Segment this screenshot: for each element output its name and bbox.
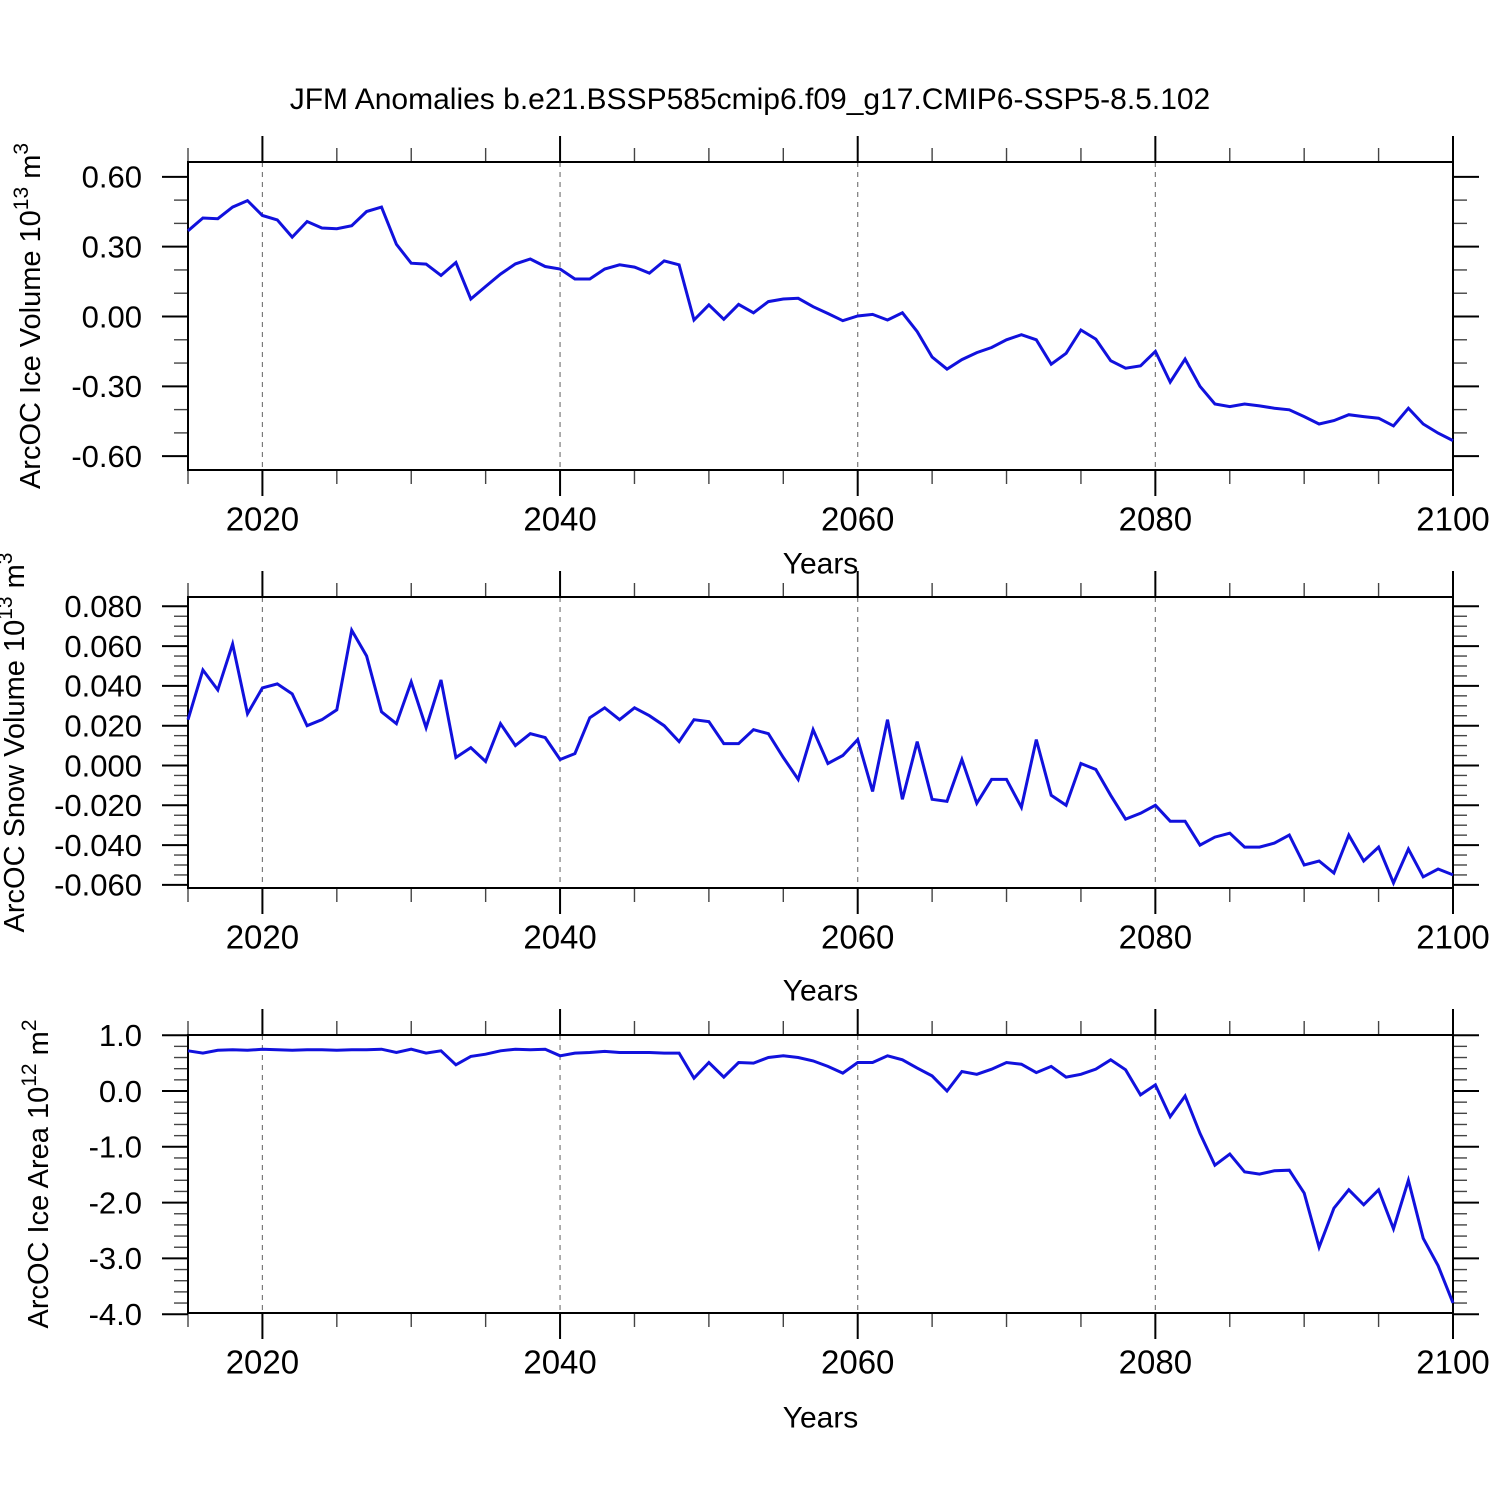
x-tick-label: 2020 <box>226 1344 299 1381</box>
y-tick-label: 0.020 <box>64 709 142 744</box>
plot-box <box>187 1034 1454 1314</box>
x-tick-label: 2060 <box>821 919 894 956</box>
x-tick-label: 2100 <box>1416 1344 1489 1381</box>
panel-arcoc-ice-volume: 0.60 0.30 0.00 -0.30 -0.60 2020 2040 2060 2080 21… <box>10 136 1490 581</box>
x-tick-label: 2080 <box>1119 501 1192 538</box>
x-axis-title: Years <box>783 548 859 581</box>
y-tick-label: -0.30 <box>71 369 142 404</box>
y-tick-label: -3.0 <box>89 1241 142 1276</box>
y-tick-label: 0.080 <box>64 589 142 624</box>
x-tick-label: 2020 <box>226 501 299 538</box>
arcoc-ice-volume-line <box>187 198 1454 442</box>
x-tick-label: 2060 <box>821 1344 894 1381</box>
x-tick-label: 2020 <box>226 919 299 956</box>
y-tick-label: 0.0 <box>99 1074 142 1109</box>
y-tick-label: 0.30 <box>82 230 142 265</box>
panel-arcoc-snow-volume: 0.080 0.060 0.040 0.020 0.000 -0.020 -0.040 -0.… <box>0 553 1490 1008</box>
y-tick-label: -0.040 <box>54 828 142 863</box>
y-tick-label: -0.060 <box>54 868 142 903</box>
y-tick-label: 0.040 <box>64 669 142 704</box>
chart-title: JFM Anomalies b.e21.BSSP585cmip6.f09_g17… <box>289 83 1211 116</box>
plot-box <box>187 596 1454 889</box>
x-tick-label: 2040 <box>523 1344 596 1381</box>
y-tick-label: -2.0 <box>89 1185 142 1220</box>
x-tick-label: 2080 <box>1119 1344 1192 1381</box>
x-axis-title: Years <box>783 1402 859 1435</box>
x-tick-label: 2080 <box>1119 919 1192 956</box>
y-axis-title: ArcOC Snow Volume 1013 m3 <box>0 553 31 933</box>
y-axis-title: ArcOC Ice Volume 1013 m3 <box>10 143 47 489</box>
y-tick-label: 0.060 <box>64 629 142 664</box>
y-tick-label: 0.000 <box>64 748 142 783</box>
x-tick-label: 2060 <box>821 501 894 538</box>
arcoc-ice-area-line <box>187 1047 1455 1304</box>
y-tick-label: -0.60 <box>71 439 142 474</box>
y-tick-label: -1.0 <box>89 1130 142 1165</box>
panel-arcoc-ice-area: 1.0 0.0 -1.0 -2.0 -3.0 -4.0 2020 2040 2060 2080 21… <box>18 1009 1490 1435</box>
y-tick-label: 1.0 <box>99 1018 142 1053</box>
plot-box <box>187 161 1454 471</box>
x-tick-label: 2100 <box>1416 919 1489 956</box>
y-tick-label: 0.60 <box>82 160 142 195</box>
y-tick-label: -4.0 <box>89 1297 142 1332</box>
y-tick-label: -0.020 <box>54 788 142 823</box>
x-tick-label: 2040 <box>523 501 596 538</box>
x-tick-label: 2100 <box>1416 501 1489 538</box>
x-tick-label: 2040 <box>523 919 596 956</box>
y-axis-title: ArcOC Ice Area 1012 m2 <box>18 1019 55 1328</box>
x-axis-title: Years <box>783 975 859 1008</box>
y-tick-label: 0.00 <box>82 299 142 334</box>
arcoc-snow-volume-line <box>186 625 1454 887</box>
